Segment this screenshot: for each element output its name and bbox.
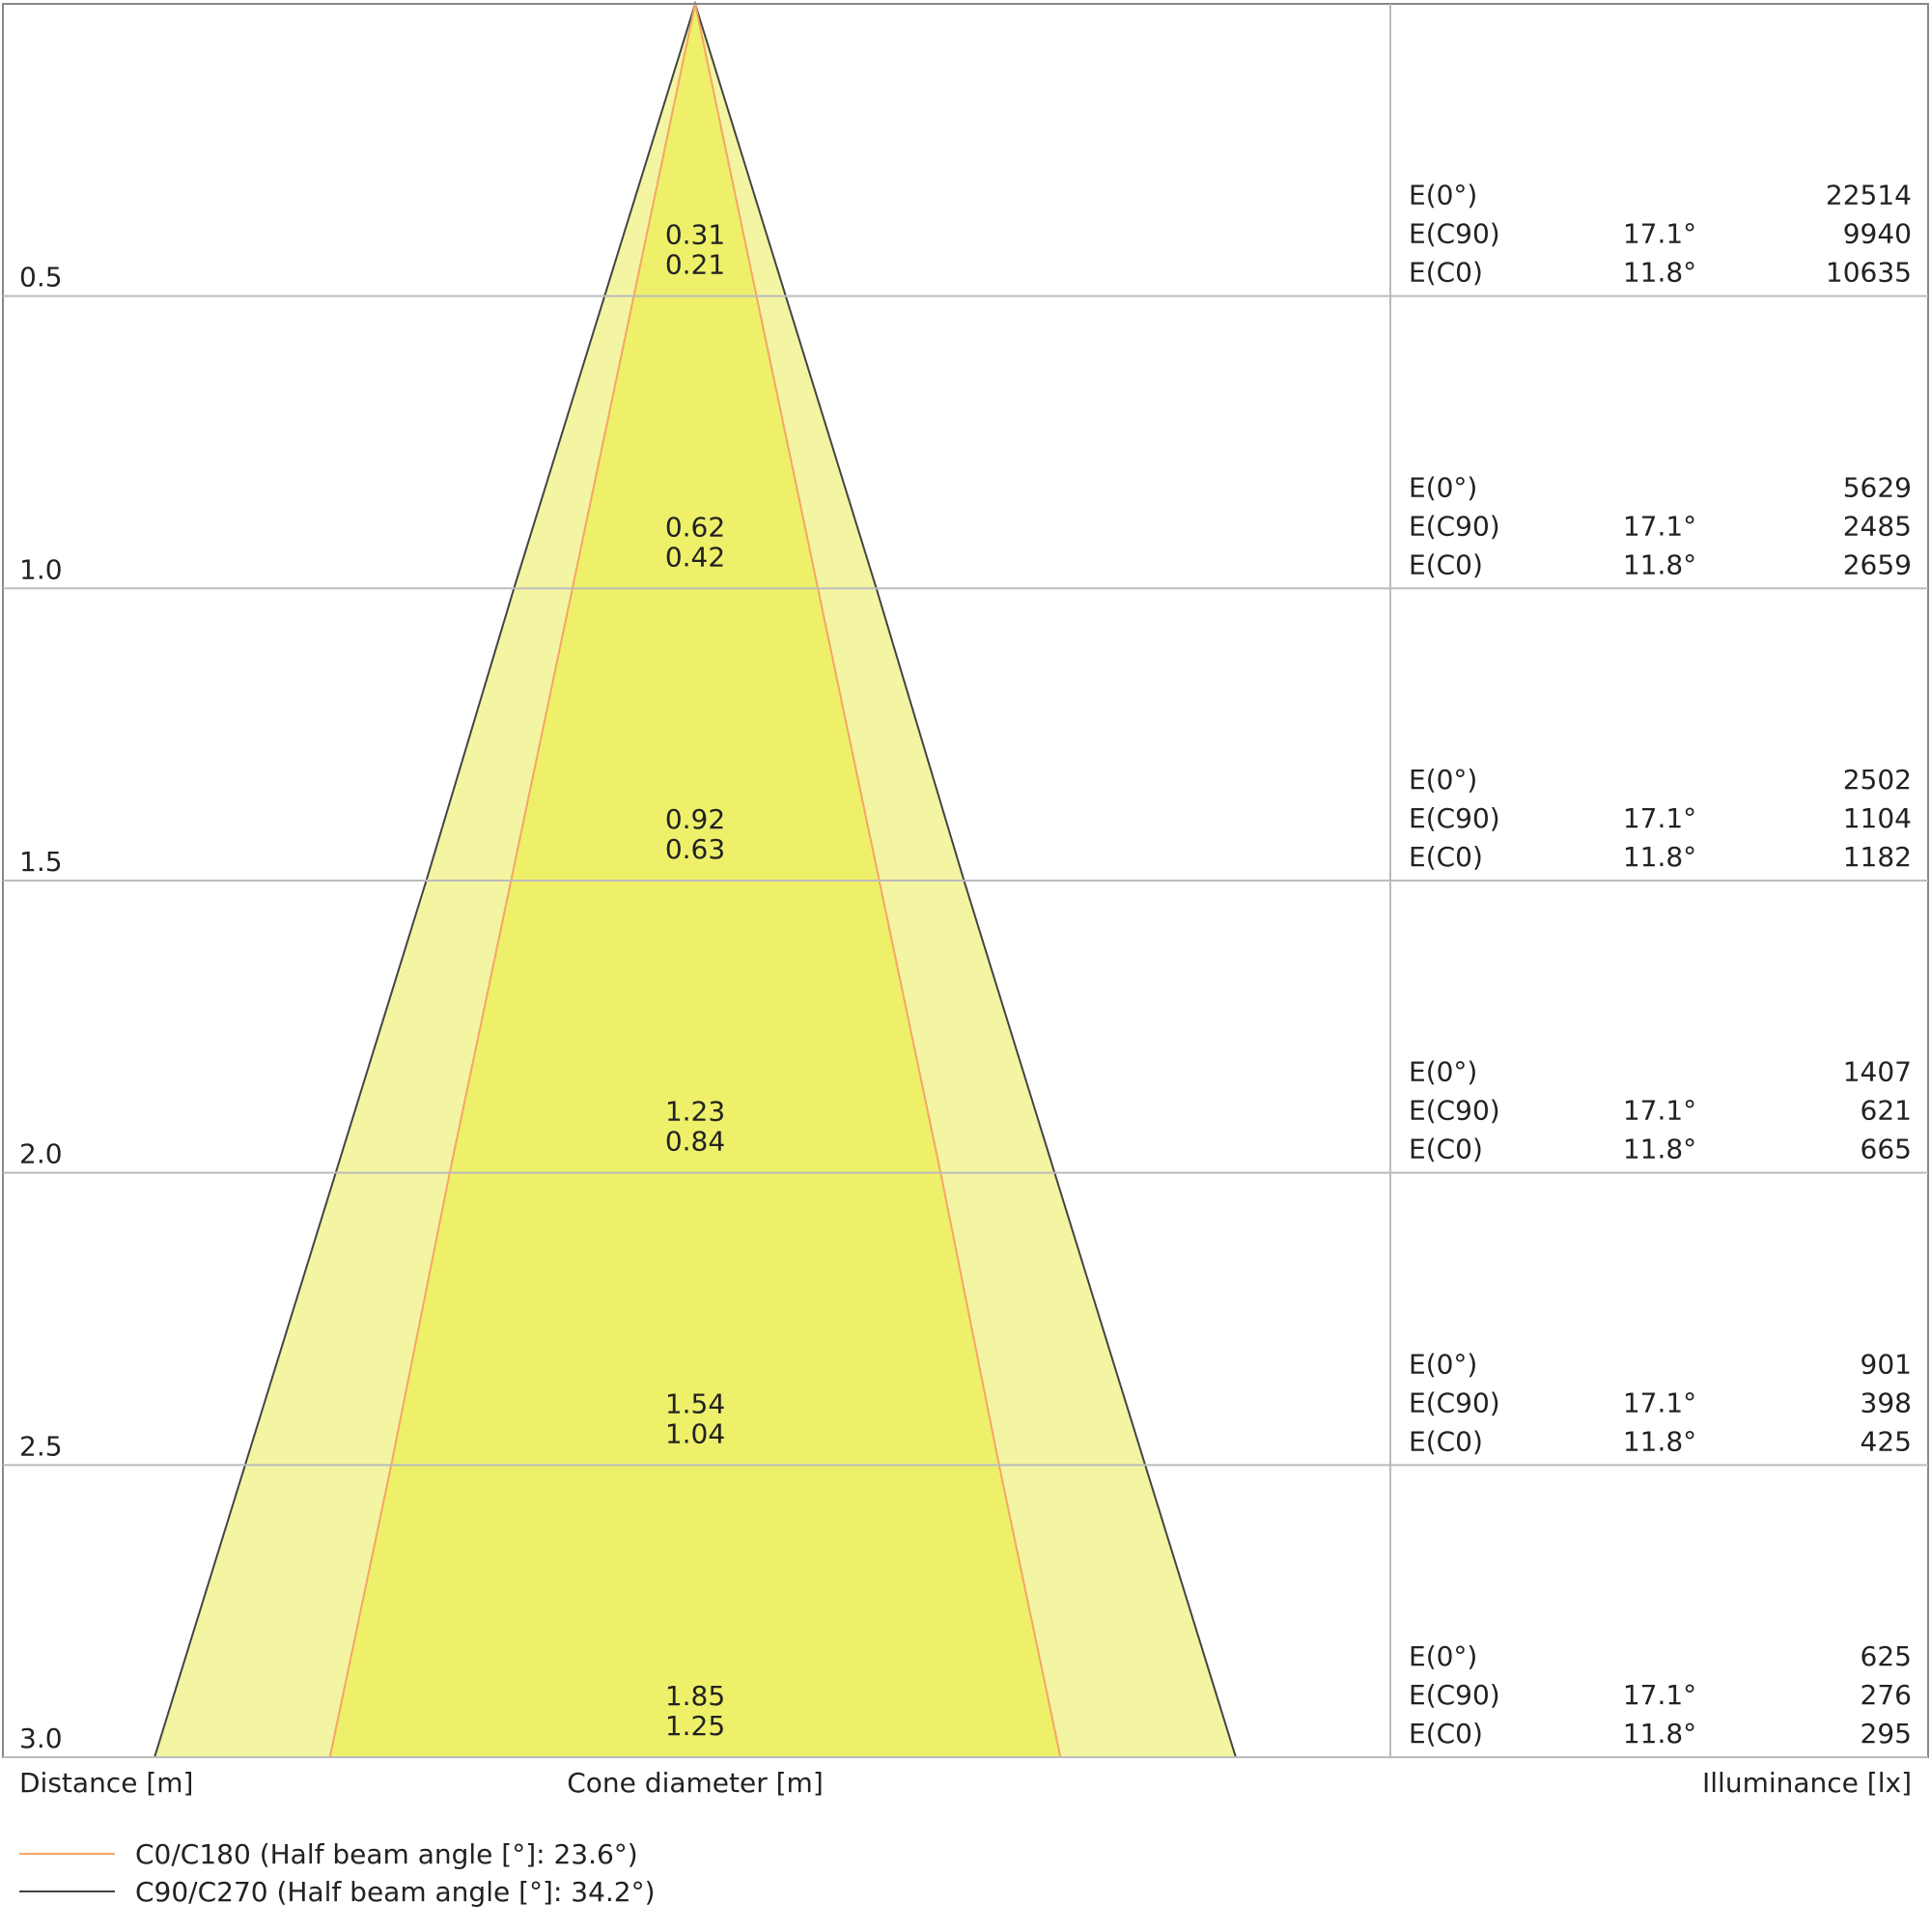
diameter-label: 1.04 — [665, 1417, 725, 1449]
illuminance-value: 625 — [1861, 1640, 1912, 1672]
angle-label: 17.1° — [1623, 802, 1696, 834]
legend-label: C90/C270 (Half beam angle [°]: 34.2°) — [135, 1876, 656, 1908]
y-tick-label: 1.5 — [19, 846, 63, 878]
illuminance-value: 398 — [1861, 1386, 1912, 1418]
illuminance-name: E(C90) — [1409, 1386, 1500, 1418]
diameter-label: 0.62 — [665, 511, 725, 543]
illuminance-name: E(0°) — [1409, 764, 1477, 796]
angle-label: 17.1° — [1623, 218, 1696, 250]
angle-label: 17.1° — [1623, 1386, 1696, 1418]
illuminance-name: E(C0) — [1409, 1425, 1483, 1457]
diameter-label: 1.54 — [665, 1387, 725, 1419]
illuminance-name: E(C90) — [1409, 802, 1500, 834]
illuminance-label: Illuminance [lx] — [1702, 1767, 1912, 1799]
y-tick-label: 0.5 — [19, 262, 63, 294]
illuminance-value: 276 — [1861, 1679, 1912, 1711]
angle-label: 11.8° — [1623, 548, 1696, 580]
diameter-label: 0.42 — [665, 541, 725, 573]
angle-label: 17.1° — [1623, 510, 1696, 542]
y-axis-label: Distance [m] — [19, 1767, 193, 1799]
illuminance-value: 2659 — [1843, 548, 1912, 580]
illuminance-name: E(0°) — [1409, 1056, 1477, 1088]
y-tick-label: 1.0 — [19, 553, 63, 585]
illuminance-name: E(0°) — [1409, 471, 1477, 503]
illuminance-name: E(C90) — [1409, 1095, 1500, 1127]
illuminance-name: E(0°) — [1409, 1348, 1477, 1380]
angle-label: 17.1° — [1623, 1679, 1696, 1711]
diameter-label: 1.23 — [665, 1096, 725, 1128]
diameter-label: 0.63 — [665, 833, 725, 865]
angle-label: 11.8° — [1623, 1134, 1696, 1165]
illuminance-value: 22514 — [1826, 180, 1912, 211]
illuminance-value: 5629 — [1843, 471, 1912, 503]
illuminance-value: 9940 — [1843, 218, 1912, 250]
diameter-label: 0.84 — [665, 1126, 725, 1158]
angle-label: 11.8° — [1623, 841, 1696, 873]
illuminance-name: E(C90) — [1409, 218, 1500, 250]
diameter-label: 1.85 — [665, 1680, 725, 1712]
illuminance-value: 2485 — [1843, 510, 1912, 542]
angle-label: 11.8° — [1623, 1425, 1696, 1457]
illuminance-name: E(C0) — [1409, 1134, 1483, 1165]
angle-label: 11.8° — [1623, 1718, 1696, 1750]
angle-label: 17.1° — [1623, 1095, 1696, 1127]
illuminance-name: E(0°) — [1409, 180, 1477, 211]
diameter-label: 0.21 — [665, 249, 725, 281]
y-tick-label: 2.0 — [19, 1138, 63, 1170]
diameter-label: 0.31 — [665, 219, 725, 251]
illuminance-name: E(C90) — [1409, 510, 1500, 542]
diameter-label: 1.25 — [665, 1710, 725, 1742]
illuminance-name: E(C90) — [1409, 1679, 1500, 1711]
angle-label: 11.8° — [1623, 257, 1696, 289]
illuminance-value: 1407 — [1843, 1056, 1912, 1088]
illuminance-name: E(C0) — [1409, 548, 1483, 580]
illuminance-value: 10635 — [1826, 257, 1912, 289]
illuminance-name: E(0°) — [1409, 1640, 1477, 1672]
x-axis-label: Cone diameter [m] — [567, 1767, 824, 1799]
illuminance-name: E(C0) — [1409, 1718, 1483, 1750]
illuminance-name: E(C0) — [1409, 841, 1483, 873]
y-tick-label: 2.5 — [19, 1430, 63, 1462]
y-tick-label: 3.0 — [19, 1722, 63, 1754]
illuminance-value: 1182 — [1843, 841, 1912, 873]
illuminance-value: 1104 — [1843, 802, 1912, 834]
illuminance-value: 621 — [1861, 1095, 1912, 1127]
illuminance-value: 901 — [1861, 1348, 1912, 1380]
illuminance-name: E(C0) — [1409, 257, 1483, 289]
legend-label: C0/C180 (Half beam angle [°]: 23.6°) — [135, 1838, 638, 1870]
illuminance-value: 2502 — [1843, 764, 1912, 796]
illuminance-value: 425 — [1861, 1425, 1912, 1457]
diameter-label: 0.92 — [665, 803, 725, 835]
illuminance-value: 665 — [1861, 1134, 1912, 1165]
illuminance-value: 295 — [1861, 1718, 1912, 1750]
